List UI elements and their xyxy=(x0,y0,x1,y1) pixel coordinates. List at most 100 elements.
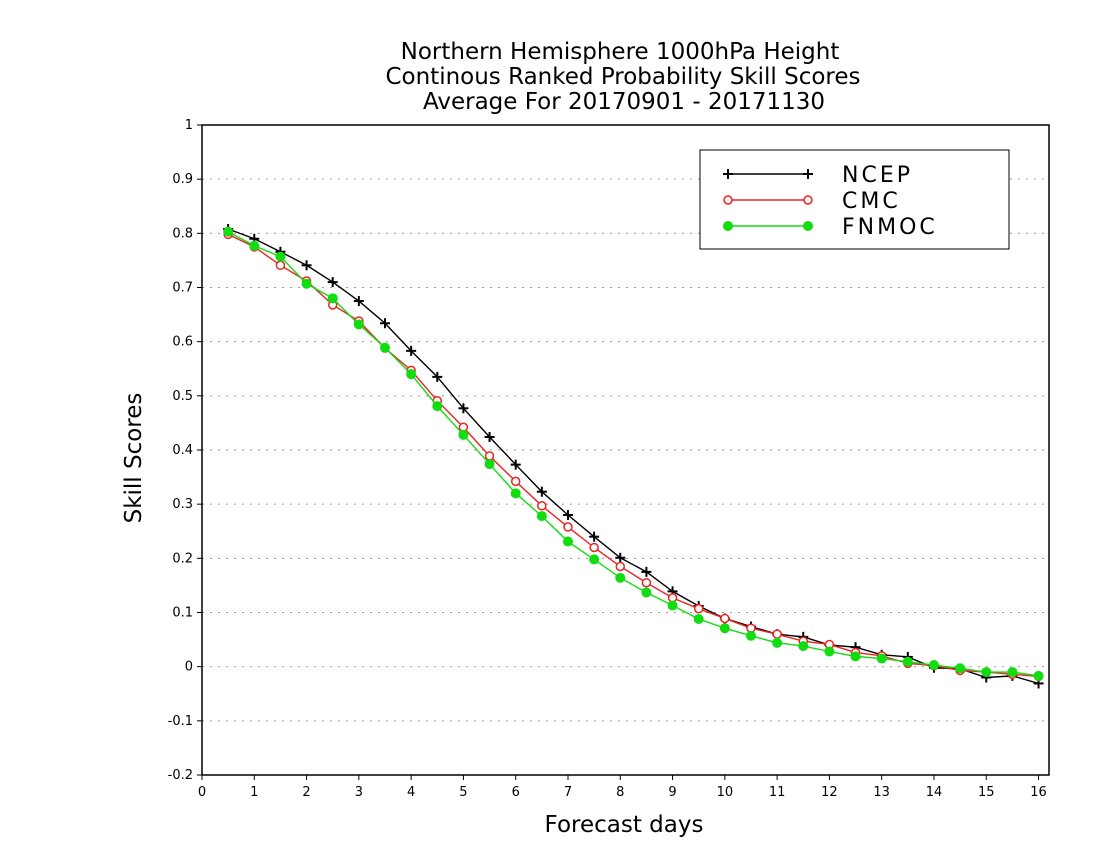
y-tick-label-8: 0.6 xyxy=(172,335,193,350)
series-line-fnmoc xyxy=(227,231,1039,677)
legend-item-fnmoc: FNMOC xyxy=(723,215,938,240)
ncep-point-9 xyxy=(458,403,469,414)
ncep-point-6 xyxy=(379,318,390,329)
fnmoc-point-6 xyxy=(379,342,390,353)
legend-marker-start-ncep xyxy=(723,169,733,179)
y-tick-label-3: 0.1 xyxy=(172,606,193,621)
legend-label-cmc: CMC xyxy=(842,189,901,214)
y-tick-label-5: 0.3 xyxy=(172,497,193,512)
series-fnmoc xyxy=(223,226,1044,681)
fnmoc-point-10 xyxy=(484,459,495,470)
x-axis-label: Forecast days xyxy=(545,812,704,838)
cmc-point-13 xyxy=(563,522,573,532)
cmc-point-16 xyxy=(641,577,652,588)
fnmoc-point-18 xyxy=(693,614,704,624)
x-tick-label-1: 1 xyxy=(250,785,258,800)
cmc-point-18 xyxy=(693,603,704,614)
tick-layer: -0.2-0.100.10.20.30.40.50.60.70.80.910 1 2… xyxy=(168,118,1047,800)
cmc-point-11 xyxy=(510,476,521,487)
title-line-1: Northern Hemisphere 1000hPa Height xyxy=(401,39,840,65)
fnmoc-point-31 xyxy=(1033,670,1044,681)
cmc-point-19 xyxy=(720,613,730,624)
grid-layer xyxy=(202,178,1049,722)
title-line-3: Average For 20170901 - 20171130 xyxy=(423,89,825,115)
fnmoc-point-21 xyxy=(772,637,783,648)
fnmoc-point-26 xyxy=(902,656,913,667)
cmc-point-14 xyxy=(589,542,599,553)
ncep-point-12 xyxy=(536,486,547,497)
fnmoc-point-2 xyxy=(275,251,286,262)
y-tick-label-6: 0.4 xyxy=(172,443,193,458)
fnmoc-point-30 xyxy=(1007,667,1018,678)
y-tick-label-7: 0.5 xyxy=(172,389,193,404)
fnmoc-point-17 xyxy=(667,600,678,611)
y-tick-label-4: 0.2 xyxy=(172,551,193,566)
ncep-point-14 xyxy=(589,531,600,542)
legend-marker-end-cmc xyxy=(803,195,813,205)
y-tick-label-9: 0.7 xyxy=(172,281,193,296)
series-layer xyxy=(223,224,1044,689)
cmc-point-21 xyxy=(772,629,782,639)
fnmoc-point-29 xyxy=(981,667,992,678)
x-tick-label-15: 15 xyxy=(978,785,995,800)
legend-marker-end-ncep xyxy=(803,169,813,179)
fnmoc-point-8 xyxy=(432,401,443,412)
x-tick-label-11: 11 xyxy=(769,785,786,800)
fnmoc-point-11 xyxy=(510,488,521,499)
legend-box xyxy=(699,149,1010,250)
fnmoc-point-12 xyxy=(536,511,547,522)
x-tick-label-3: 3 xyxy=(355,785,363,800)
y-axis-label: Skill Scores xyxy=(121,393,147,524)
fnmoc-point-22 xyxy=(798,641,809,652)
fnmoc-point-25 xyxy=(876,653,887,664)
x-tick-label-16: 16 xyxy=(1030,785,1047,800)
legend-label-fnmoc: FNMOC xyxy=(842,215,938,240)
ncep-point-15 xyxy=(615,552,626,563)
cmc-point-2 xyxy=(275,260,286,271)
fnmoc-point-15 xyxy=(615,572,626,583)
x-tick-label-7: 7 xyxy=(564,785,572,800)
ncep-point-3 xyxy=(301,260,312,271)
y-tick-label-1: -0.1 xyxy=(168,714,193,729)
fnmoc-point-24 xyxy=(850,651,861,662)
fnmoc-point-7 xyxy=(406,369,417,380)
x-tick-label-4: 4 xyxy=(407,785,415,800)
y-tick-label-11: 0.9 xyxy=(172,172,193,187)
fnmoc-point-28 xyxy=(955,663,966,674)
fnmoc-point-4 xyxy=(327,293,338,304)
ncep-point-16 xyxy=(641,566,652,577)
series-line-cmc xyxy=(227,233,1039,678)
ncep-point-10 xyxy=(484,432,495,442)
series-line-ncep xyxy=(227,228,1039,685)
x-tick-label-6: 6 xyxy=(512,785,520,800)
x-tick-label-8: 8 xyxy=(616,785,624,800)
x-tick-label-12: 12 xyxy=(821,785,838,800)
fnmoc-point-9 xyxy=(458,429,469,440)
fnmoc-point-5 xyxy=(353,319,364,330)
y-tick-label-12: 1 xyxy=(185,118,193,133)
title-line-2: Continous Ranked Probability Skill Score… xyxy=(385,64,860,90)
y-tick-label-10: 0.8 xyxy=(172,226,193,241)
ncep-point-11 xyxy=(510,459,521,470)
y-tick-label-0: -0.2 xyxy=(168,768,193,783)
fnmoc-point-16 xyxy=(641,587,652,598)
chart-title: Northern Hemisphere 1000hPa Height Conti… xyxy=(385,39,860,115)
legend-marker-end-fnmoc xyxy=(803,221,813,231)
fnmoc-point-1 xyxy=(249,240,260,251)
fnmoc-point-23 xyxy=(824,646,835,657)
x-tick-label-5: 5 xyxy=(459,785,467,800)
plot-frame xyxy=(201,124,1050,776)
x-tick-label-2: 2 xyxy=(302,785,310,800)
legend-item-cmc: CMC xyxy=(723,189,901,214)
ncep-point-5 xyxy=(353,296,364,307)
cmc-point-15 xyxy=(615,561,626,572)
legend-marker-start-cmc xyxy=(723,195,733,205)
ncep-point-4 xyxy=(327,277,338,288)
ncep-point-13 xyxy=(562,510,573,520)
series-ncep xyxy=(223,224,1044,689)
x-tick-label-9: 9 xyxy=(668,785,676,800)
fnmoc-point-20 xyxy=(745,630,756,641)
y-tick-label-2: 0 xyxy=(185,660,193,675)
